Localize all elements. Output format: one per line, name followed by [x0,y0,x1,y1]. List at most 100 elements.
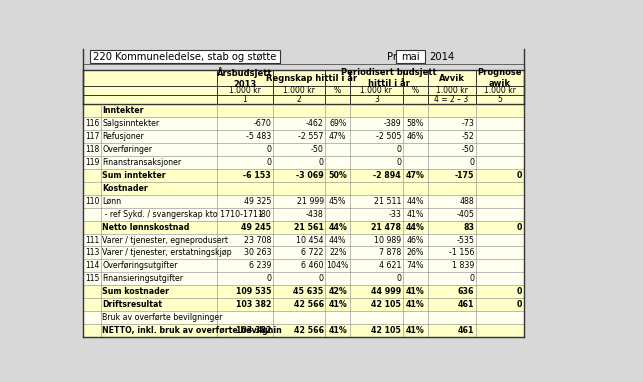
Text: 42 105: 42 105 [372,326,401,335]
Text: 50%: 50% [329,171,347,180]
Text: Bruk av overførte bevilgninger: Bruk av overførte bevilgninger [102,313,222,322]
Text: mai: mai [401,52,420,62]
Text: Finansieringsutgifter: Finansieringsutgifter [102,274,183,283]
Text: Prognose
awik: Prognose awik [477,68,522,88]
Text: 0: 0 [396,274,401,283]
Text: Sum kostnader: Sum kostnader [102,287,169,296]
Bar [84,246,523,259]
Text: 113: 113 [86,248,100,257]
Text: 115: 115 [86,274,100,283]
Text: 41%: 41% [406,210,424,219]
Text: 44%: 44% [406,197,424,206]
Text: 4 = 2 – 3: 4 = 2 – 3 [435,95,469,104]
Text: 45%: 45% [329,197,347,206]
Text: Refusjoner: Refusjoner [102,132,144,141]
Text: 103 382: 103 382 [235,300,271,309]
Text: 109 535: 109 535 [235,287,271,296]
Bar [84,104,523,117]
Text: -52: -52 [461,132,474,141]
Text: -50: -50 [311,145,323,154]
Text: 636: 636 [458,287,474,296]
Text: 21 999: 21 999 [296,197,323,206]
Text: -33: -33 [388,210,401,219]
Text: Periodisert budsjett
hittil i år: Periodisert budsjett hittil i år [341,68,437,88]
Text: Inntekter: Inntekter [102,106,143,115]
Text: - ref Sykd. / svangerskap kto 1710-1711: - ref Sykd. / svangerskap kto 1710-1711 [102,210,263,219]
Text: 42 105: 42 105 [372,300,401,309]
Text: Årsbudsjett
2013: Årsbudsjett 2013 [217,68,273,89]
Text: 47%: 47% [329,132,347,141]
Text: Driftsresultat: Driftsresultat [102,300,162,309]
Bar [84,208,523,221]
Text: 23 708: 23 708 [244,236,271,244]
Text: 41%: 41% [406,287,424,296]
Text: %: % [334,86,341,95]
Text: 0: 0 [319,274,323,283]
Text: 49 325: 49 325 [244,197,271,206]
Text: 21 478: 21 478 [371,223,401,231]
Text: 41%: 41% [406,326,424,335]
Text: 10 989: 10 989 [374,236,401,244]
Bar [80,49,579,64]
Bar [89,50,280,63]
Text: 1.000 kr: 1.000 kr [484,86,516,95]
Text: -389: -389 [384,119,401,128]
Text: Finanstransaksjoner: Finanstransaksjoner [102,158,181,167]
Text: Varer / tjenester, egneprodusert: Varer / tjenester, egneprodusert [102,236,228,244]
Text: 1.000 kr: 1.000 kr [436,86,467,95]
Text: Salgsinntekter: Salgsinntekter [102,119,159,128]
Text: -1 156: -1 156 [449,248,474,257]
Text: Overføringsutgifter: Overføringsutgifter [102,261,177,270]
Text: 116: 116 [86,119,100,128]
Text: 4 621: 4 621 [379,261,401,270]
Text: 0: 0 [396,158,401,167]
Bar [84,285,523,298]
Text: -73: -73 [461,119,474,128]
Text: 0: 0 [517,300,522,309]
Bar [84,130,523,143]
Text: 2: 2 [296,95,302,104]
Text: 0: 0 [266,274,271,283]
Bar [84,324,523,337]
Text: 21 511: 21 511 [374,197,401,206]
Text: -80: -80 [258,210,271,219]
Text: 1: 1 [242,95,247,104]
Text: 3: 3 [374,95,379,104]
Text: 2014: 2014 [429,52,455,62]
Text: -175: -175 [455,171,474,180]
Text: 0: 0 [469,274,474,283]
Text: 46%: 46% [406,236,424,244]
Text: 0: 0 [396,145,401,154]
Text: 111: 111 [86,236,100,244]
Text: 1 839: 1 839 [452,261,474,270]
Text: Regnskap hittil i år: Regnskap hittil i år [266,73,357,83]
Bar [84,259,523,272]
Text: 45 635: 45 635 [293,287,323,296]
Text: 488: 488 [459,197,474,206]
Bar [84,169,523,182]
Bar [84,156,523,169]
Text: 41%: 41% [329,300,347,309]
Text: 22%: 22% [329,248,347,257]
Text: 119: 119 [86,158,100,167]
Text: 6 722: 6 722 [301,248,323,257]
Bar [84,272,523,285]
Text: 461: 461 [458,300,474,309]
Text: -2 894: -2 894 [374,171,401,180]
Text: 74%: 74% [406,261,424,270]
Bar [84,233,523,246]
Text: 41%: 41% [406,300,424,309]
Text: Kostnader: Kostnader [102,184,148,193]
Text: 0: 0 [517,287,522,296]
Text: 7 878: 7 878 [379,248,401,257]
Text: 1.000 kr: 1.000 kr [283,86,315,95]
Text: 83: 83 [463,223,474,231]
Text: 44%: 44% [329,236,347,244]
Text: -670: -670 [253,119,271,128]
Text: 42%: 42% [329,287,347,296]
Text: 58%: 58% [406,119,424,128]
Bar [84,298,523,311]
Text: -50: -50 [461,145,474,154]
Text: Sum inntekter: Sum inntekter [102,171,166,180]
Text: 30 263: 30 263 [244,248,271,257]
